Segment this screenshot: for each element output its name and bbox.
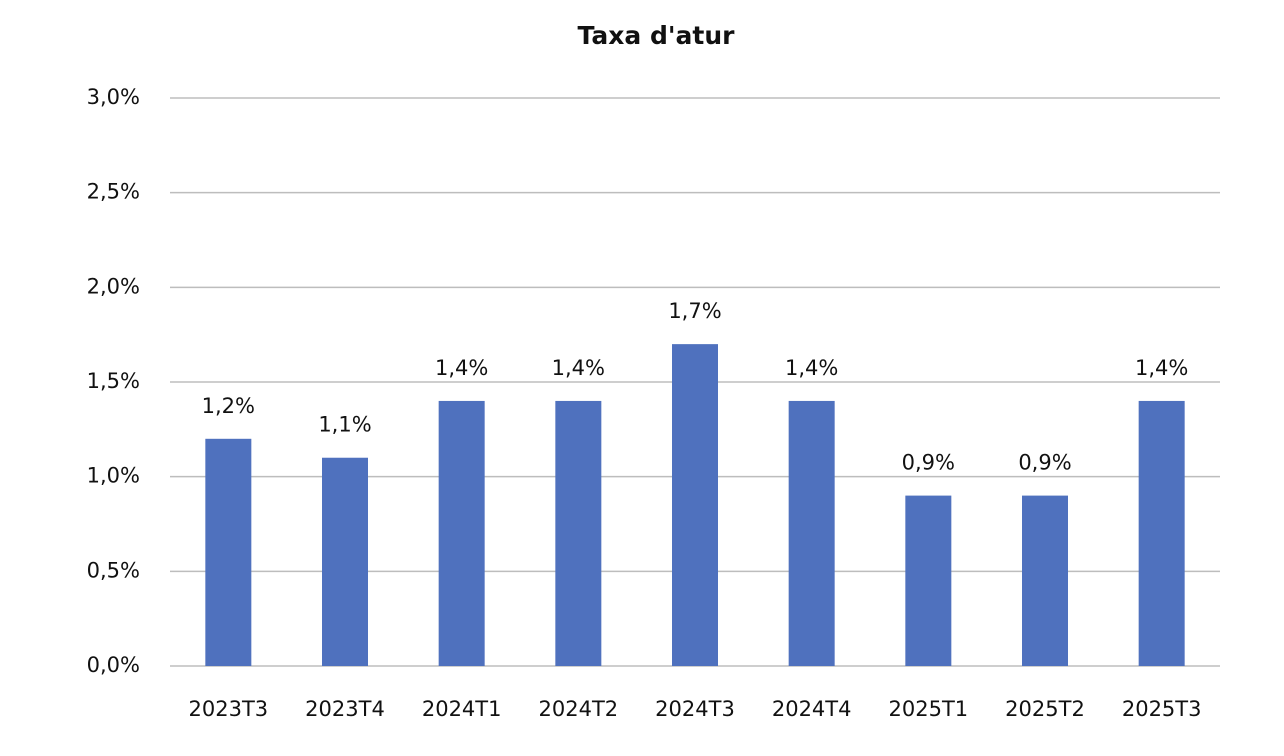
x-tick-label: 2025T2: [1005, 697, 1085, 721]
x-tick-label: 2024T1: [422, 697, 502, 721]
bar: [788, 400, 835, 666]
bar: [438, 400, 485, 666]
value-label: 0,9%: [1018, 451, 1071, 475]
chart-title: Taxa d'atur: [578, 21, 736, 50]
y-tick-label: 0,5%: [87, 558, 140, 582]
value-label: 1,4%: [785, 356, 838, 380]
x-tick-label: 2025T3: [1122, 697, 1202, 721]
value-label: 1,2%: [202, 394, 255, 418]
bar: [322, 457, 368, 666]
x-tick-label: 2023T4: [305, 697, 385, 721]
y-tick-label: 2,0%: [87, 274, 140, 298]
x-tick-label: 2024T4: [772, 697, 852, 721]
value-label: 1,4%: [552, 356, 605, 380]
bar: [1138, 400, 1185, 666]
y-tick-label: 3,0%: [87, 85, 140, 109]
value-label: 1,4%: [435, 356, 488, 380]
x-tick-label: 2023T3: [189, 697, 269, 721]
value-label: 0,9%: [902, 451, 955, 475]
bar: [1022, 495, 1068, 666]
y-tick-label: 1,5%: [87, 369, 140, 393]
y-tick-label: 1,0%: [87, 464, 140, 488]
bar: [905, 495, 952, 666]
value-label: 1,7%: [668, 299, 721, 323]
bar: [555, 400, 602, 666]
x-tick-label: 2025T1: [889, 697, 969, 721]
bar: [672, 344, 718, 666]
y-tick-label: 0,0%: [87, 653, 140, 677]
value-label: 1,1%: [318, 413, 371, 437]
x-tick-label: 2024T3: [655, 697, 735, 721]
y-tick-label: 2,5%: [87, 180, 140, 204]
bar: [205, 438, 252, 666]
x-tick-label: 2024T2: [539, 697, 619, 721]
value-label: 1,4%: [1135, 356, 1188, 380]
